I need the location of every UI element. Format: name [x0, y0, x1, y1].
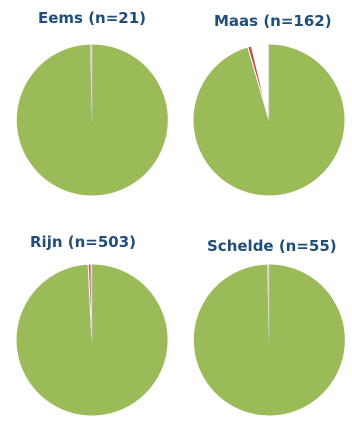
pie-title-schelde: Schelde (n=55): [207, 237, 337, 255]
pie-rijn: [15, 263, 169, 417]
pie-schelde: [192, 263, 346, 417]
pie-eems: [15, 43, 169, 197]
pie-title-rijn: Rijn (n=503): [30, 233, 137, 251]
pie-slice-3: [250, 43, 270, 121]
pie-maas: [192, 43, 346, 197]
pie-title-maas: Maas (n=162): [214, 12, 332, 30]
pie-title-eems: Eems (n=21): [38, 9, 147, 27]
